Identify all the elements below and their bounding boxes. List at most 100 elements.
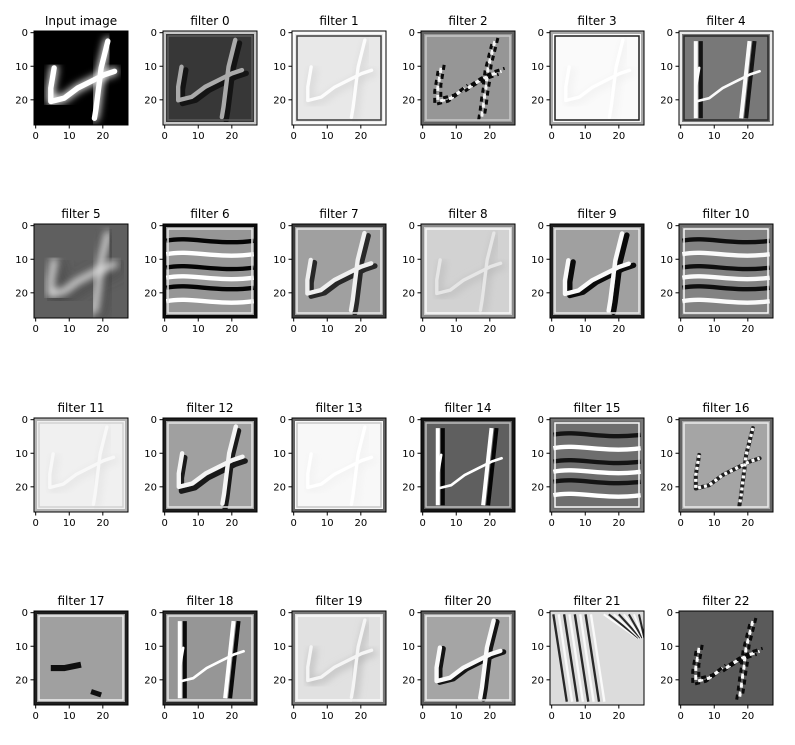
- panel-title: filter 15: [574, 401, 621, 415]
- y-tick-label: 0: [667, 221, 673, 232]
- panel-title: filter 20: [445, 594, 492, 608]
- x-tick-label: 0: [419, 518, 425, 529]
- y-tick-label: 10: [402, 62, 415, 73]
- panel-title: filter 5: [61, 207, 100, 221]
- y-tick-label: 10: [144, 62, 157, 73]
- panel-6: filter 5 0 10 20 0 10 20: [15, 207, 129, 335]
- x-tick-label: 20: [225, 518, 238, 529]
- x-tick-label: 20: [741, 518, 754, 529]
- axes-frame: [162, 223, 258, 319]
- y-tick-label: 0: [280, 608, 286, 619]
- panel-background: [421, 31, 515, 125]
- x-tick-label: 10: [708, 324, 721, 335]
- y-tick-label: 20: [15, 482, 28, 493]
- panel-background: [421, 611, 515, 705]
- y-tick-label: 0: [22, 415, 28, 426]
- y-tick-label: 10: [144, 642, 157, 653]
- panel-background: [421, 418, 515, 512]
- x-tick-label: 0: [32, 518, 38, 529]
- y-tick-label: 20: [144, 288, 157, 299]
- y-tick-label: 20: [660, 675, 673, 686]
- y-tick-label: 20: [15, 288, 28, 299]
- y-tick-label: 0: [280, 28, 286, 39]
- y-tick-label: 10: [144, 449, 157, 460]
- y-tick-label: 20: [15, 675, 28, 686]
- axes-frame: [162, 417, 258, 513]
- x-tick-label: 20: [483, 131, 496, 142]
- panel-background: [34, 31, 128, 125]
- panel-22: filter 21 0 10 20 0 10 20: [531, 594, 645, 722]
- panel-14: filter 13 0 10 20 0 10 20: [273, 401, 387, 529]
- x-tick-label: 10: [63, 131, 76, 142]
- axes-frame: [291, 417, 387, 513]
- panel-9: filter 8 0 10 20 0 10 20: [402, 207, 516, 335]
- panel-background: [163, 418, 257, 512]
- x-tick-label: 20: [612, 324, 625, 335]
- y-tick-label: 10: [15, 642, 28, 653]
- panel-title: filter 7: [319, 207, 358, 221]
- y-tick-label: 10: [402, 642, 415, 653]
- x-tick-label: 10: [450, 518, 463, 529]
- x-tick-label: 20: [741, 131, 754, 142]
- panel-title: filter 19: [316, 594, 363, 608]
- y-tick-label: 20: [144, 482, 157, 493]
- axes-frame: [291, 223, 387, 319]
- y-tick-label: 20: [660, 95, 673, 106]
- x-tick-label: 0: [32, 711, 38, 722]
- y-tick-label: 0: [409, 221, 415, 232]
- panel-background: [163, 611, 257, 705]
- panel-background: [163, 31, 257, 125]
- y-tick-label: 10: [144, 255, 157, 266]
- axes-frame: [420, 223, 516, 319]
- x-tick-label: 20: [483, 518, 496, 529]
- panel-19: filter 18 0 10 20 0 10 20: [144, 594, 258, 722]
- y-tick-label: 20: [531, 288, 544, 299]
- y-tick-label: 10: [15, 449, 28, 460]
- panel-background: [34, 418, 128, 512]
- x-tick-label: 10: [63, 324, 76, 335]
- y-tick-label: 20: [273, 675, 286, 686]
- x-tick-label: 0: [419, 131, 425, 142]
- x-tick-label: 20: [96, 324, 109, 335]
- y-tick-label: 0: [409, 28, 415, 39]
- y-tick-label: 0: [151, 28, 157, 39]
- x-tick-label: 10: [321, 711, 334, 722]
- axes-frame: [33, 30, 129, 126]
- axes-frame: [420, 30, 516, 126]
- x-tick-label: 0: [548, 518, 554, 529]
- panel-background: [292, 31, 386, 125]
- panel-title: filter 12: [187, 401, 234, 415]
- panel-background: [421, 224, 515, 318]
- x-tick-label: 10: [192, 711, 205, 722]
- x-tick-label: 20: [225, 131, 238, 142]
- x-tick-label: 0: [32, 324, 38, 335]
- y-tick-label: 20: [144, 95, 157, 106]
- panel-12: filter 11 0 10 20 0 10 20: [15, 401, 129, 529]
- x-tick-label: 10: [321, 324, 334, 335]
- x-tick-label: 0: [290, 324, 296, 335]
- x-tick-label: 20: [225, 711, 238, 722]
- panel-background: [550, 224, 644, 318]
- x-tick-label: 10: [321, 518, 334, 529]
- y-tick-label: 20: [273, 95, 286, 106]
- y-tick-label: 20: [144, 675, 157, 686]
- panel-title: filter 1: [319, 14, 358, 28]
- panel-background: [34, 611, 128, 705]
- panel-3: filter 2 0 10 20 0 10 20: [402, 14, 516, 142]
- y-tick-label: 10: [660, 255, 673, 266]
- x-tick-label: 0: [548, 711, 554, 722]
- y-tick-label: 10: [402, 449, 415, 460]
- x-tick-label: 0: [677, 131, 683, 142]
- y-tick-label: 0: [22, 221, 28, 232]
- x-tick-label: 10: [579, 711, 592, 722]
- y-tick-label: 0: [280, 221, 286, 232]
- x-tick-label: 10: [579, 518, 592, 529]
- panel-4: filter 3 0 10 20 0 10 20: [531, 14, 645, 142]
- panel-10: filter 9 0 10 20 0 10 20: [531, 207, 645, 335]
- y-tick-label: 10: [531, 62, 544, 73]
- y-tick-label: 20: [531, 675, 544, 686]
- panel-background: [550, 31, 644, 125]
- x-tick-label: 0: [677, 711, 683, 722]
- y-tick-label: 10: [531, 642, 544, 653]
